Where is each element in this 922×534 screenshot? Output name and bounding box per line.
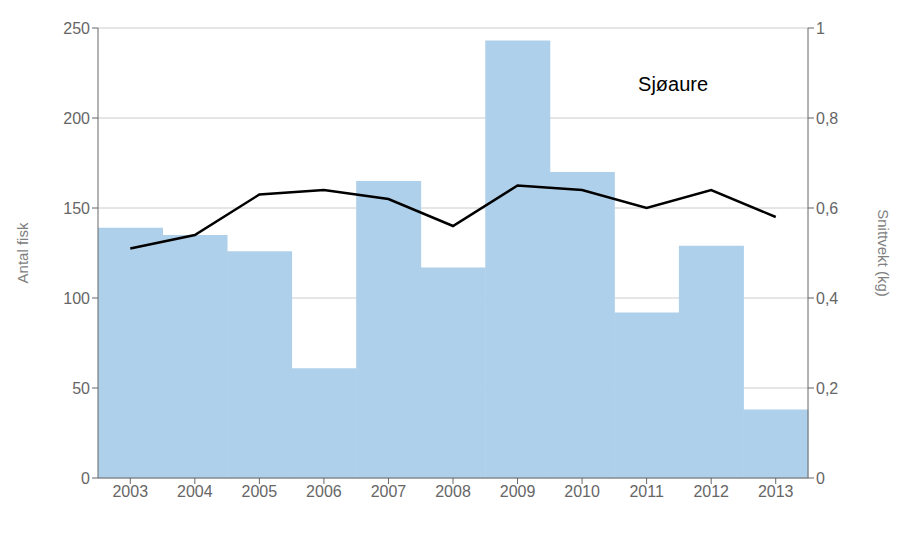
svg-text:0,2: 0,2 <box>816 380 838 397</box>
svg-text:1: 1 <box>816 20 825 37</box>
svg-text:0,4: 0,4 <box>816 290 838 307</box>
svg-text:200: 200 <box>63 110 90 127</box>
svg-text:250: 250 <box>63 20 90 37</box>
svg-text:0: 0 <box>816 470 825 487</box>
svg-text:2007: 2007 <box>371 483 407 500</box>
svg-text:2008: 2008 <box>435 483 471 500</box>
html-text:Sjøaure: Sjøaure <box>638 72 709 95</box>
svg-text:0: 0 <box>81 470 90 487</box>
svg-text:Snittvekt (kg): Snittvekt (kg) <box>875 209 892 297</box>
svg-text:2011: 2011 <box>629 483 664 500</box>
svg-text:2013: 2013 <box>758 483 794 500</box>
svg-text:50: 50 <box>72 380 90 397</box>
svg-text:Antal fisk: Antal fisk <box>14 222 31 283</box>
svg-text:2010: 2010 <box>564 483 600 500</box>
svg-text:150: 150 <box>63 200 90 217</box>
svg-text:2004: 2004 <box>177 483 213 500</box>
svg-text:2012: 2012 <box>693 483 729 500</box>
svg-text:2009: 2009 <box>500 483 536 500</box>
svg-text:0,6: 0,6 <box>816 200 838 217</box>
svg-text:100: 100 <box>63 290 90 307</box>
svg-text:0,8: 0,8 <box>816 110 838 127</box>
svg-text:2006: 2006 <box>306 483 342 500</box>
svg-text:2003: 2003 <box>112 483 148 500</box>
svg-text:2005: 2005 <box>242 483 278 500</box>
